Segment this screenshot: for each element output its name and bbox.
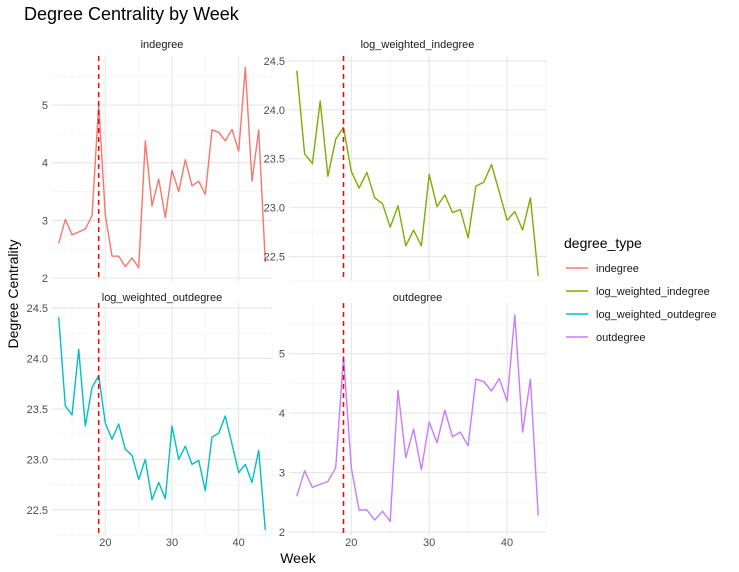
legend-item-indegree: indegree — [566, 263, 639, 275]
y-tick-label: 2 — [279, 527, 285, 539]
y-tick-label: 24.5 — [27, 303, 48, 315]
x-tick-label: 40 — [233, 537, 245, 549]
y-tick-label: 2 — [42, 273, 48, 285]
x-tick-label: 20 — [99, 537, 111, 549]
y-tick-label: 4 — [42, 158, 48, 170]
x-tick-label: 30 — [166, 537, 178, 549]
y-tick-label: 22.5 — [264, 252, 285, 264]
x-tick-label: 40 — [501, 537, 513, 549]
panel-log_weighted_outdegree: log_weighted_outdegree 22.5 23.0 23.5 24.0 24… — [27, 292, 273, 549]
chart-title: Degree Centrality by Week — [24, 4, 240, 24]
y-tick-label: 3 — [42, 215, 48, 227]
legend: indegree log_weighted_indegree log_weighte… — [566, 263, 717, 344]
series-line-log_weighted_indegree — [296, 70, 539, 277]
facet-strip-label: log_weighted_indegree — [361, 39, 475, 51]
panel-indegree: indegree 2 3 4 5 — [42, 39, 273, 285]
panel-outdegree: outdegree 2 3 4 5 20 30 40 — [279, 292, 547, 549]
legend-label: indegree — [596, 263, 639, 275]
facet-strip-label: log_weighted_outdegree — [102, 292, 223, 304]
y-tick-label: 23.5 — [27, 404, 48, 416]
legend-label: outdegree — [596, 332, 646, 344]
panel-log_weighted_indegree: log_weighted_indegree 22.5 23.0 23.5 24.0 24.… — [264, 39, 547, 282]
y-tick-label: 23.0 — [27, 454, 48, 466]
series-line-indegree — [58, 66, 266, 269]
x-tick-label: 20 — [345, 537, 357, 549]
legend-item-outdegree: outdegree — [566, 332, 646, 344]
legend-label: log_weighted_indegree — [596, 286, 710, 298]
y-tick-label: 22.5 — [27, 505, 48, 517]
legend-item-log_weighted_outdegree: log_weighted_outdegree — [566, 309, 717, 321]
x-axis-label: Week — [280, 550, 317, 566]
legend-title: degree_type — [564, 235, 642, 251]
facet-strip-label: indegree — [141, 39, 184, 51]
y-tick-label: 23.0 — [264, 203, 285, 215]
series-line-outdegree — [296, 314, 539, 522]
facet-strip-label: outdegree — [393, 292, 443, 304]
y-tick-label: 24.5 — [264, 56, 285, 68]
y-tick-label: 23.5 — [264, 154, 285, 166]
legend-item-log_weighted_indegree: log_weighted_indegree — [566, 286, 710, 298]
facet-panels: indegree 2 3 4 5 log_weighted_indegree 22.5 23.… — [27, 39, 547, 549]
x-tick-label: 30 — [423, 537, 435, 549]
y-tick-label: 3 — [279, 468, 285, 480]
y-tick-label: 5 — [42, 100, 48, 112]
legend-label: log_weighted_outdegree — [596, 309, 717, 321]
y-tick-label: 5 — [279, 349, 285, 361]
y-tick-label: 4 — [279, 408, 285, 420]
y-tick-label: 24.0 — [27, 353, 48, 365]
y-tick-label: 24.0 — [264, 105, 285, 117]
series-line-log_weighted_outdegree — [58, 317, 266, 531]
y-axis-label: Degree Centrality — [5, 240, 21, 349]
